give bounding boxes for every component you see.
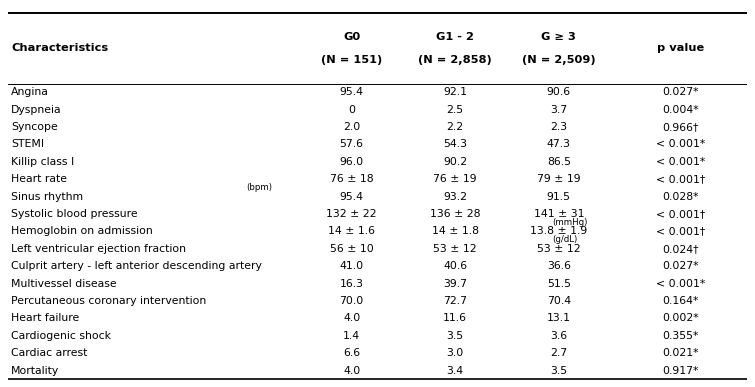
Text: 39.7: 39.7	[443, 279, 467, 289]
Text: G ≥ 3: G ≥ 3	[541, 32, 576, 42]
Text: 76 ± 19: 76 ± 19	[433, 174, 477, 184]
Text: 86.5: 86.5	[547, 157, 571, 167]
Text: 2.7: 2.7	[550, 348, 567, 358]
Text: 92.1: 92.1	[443, 87, 467, 97]
Text: Killip class I: Killip class I	[11, 157, 75, 167]
Text: 4.0: 4.0	[343, 313, 360, 324]
Text: 4.0: 4.0	[343, 366, 360, 376]
Text: < 0.001†: < 0.001†	[656, 226, 705, 236]
Text: Culprit artery - left anterior descending artery: Culprit artery - left anterior descendin…	[11, 261, 262, 271]
Text: 41.0: 41.0	[340, 261, 364, 271]
Text: 132 ± 22: 132 ± 22	[326, 209, 377, 219]
Text: < 0.001*: < 0.001*	[656, 139, 705, 149]
Text: (N = 2,858): (N = 2,858)	[418, 55, 492, 65]
Text: 96.0: 96.0	[340, 157, 364, 167]
Text: 13.8 ± 1.9: 13.8 ± 1.9	[530, 226, 587, 236]
Text: 3.4: 3.4	[447, 366, 464, 376]
Text: 36.6: 36.6	[547, 261, 571, 271]
Text: 51.5: 51.5	[547, 279, 571, 289]
Text: 57.6: 57.6	[340, 139, 364, 149]
Text: 1.4: 1.4	[343, 331, 360, 341]
Text: 79 ± 19: 79 ± 19	[537, 174, 581, 184]
Text: Hemoglobin on admission: Hemoglobin on admission	[11, 226, 153, 236]
Text: (bpm): (bpm)	[246, 183, 273, 192]
Text: 2.0: 2.0	[343, 122, 360, 132]
Text: 0.028*: 0.028*	[663, 192, 699, 202]
Text: 53 ± 12: 53 ± 12	[433, 244, 477, 254]
Text: Heart failure: Heart failure	[11, 313, 79, 324]
Text: Syncope: Syncope	[11, 122, 58, 132]
Text: Systolic blood pressure: Systolic blood pressure	[11, 209, 138, 219]
Text: 47.3: 47.3	[547, 139, 571, 149]
Text: 95.4: 95.4	[340, 87, 364, 97]
Text: 3.7: 3.7	[550, 104, 567, 115]
Text: Multivessel disease: Multivessel disease	[11, 279, 117, 289]
Text: 16.3: 16.3	[340, 279, 364, 289]
Text: Dyspneia: Dyspneia	[11, 104, 62, 115]
Text: 0.164*: 0.164*	[663, 296, 699, 306]
Text: 3.6: 3.6	[550, 331, 567, 341]
Text: 70.0: 70.0	[340, 296, 364, 306]
Text: Angina: Angina	[11, 87, 49, 97]
Text: 54.3: 54.3	[443, 139, 467, 149]
Text: 0: 0	[348, 104, 355, 115]
Text: (N = 2,509): (N = 2,509)	[522, 55, 596, 65]
Text: 56 ± 10: 56 ± 10	[330, 244, 374, 254]
Text: 72.7: 72.7	[443, 296, 467, 306]
Text: 90.6: 90.6	[547, 87, 571, 97]
Text: G1 - 2: G1 - 2	[436, 32, 474, 42]
Text: 76 ± 18: 76 ± 18	[330, 174, 374, 184]
Text: < 0.001*: < 0.001*	[656, 157, 705, 167]
Text: STEMI: STEMI	[11, 139, 45, 149]
Text: Cardiac arrest: Cardiac arrest	[11, 348, 88, 358]
Text: 0.004*: 0.004*	[663, 104, 699, 115]
Text: 141 ± 31: 141 ± 31	[534, 209, 584, 219]
Text: 0.027*: 0.027*	[663, 87, 699, 97]
Text: 0.024†: 0.024†	[663, 244, 699, 254]
Text: 136 ± 28: 136 ± 28	[430, 209, 480, 219]
Text: p value: p value	[658, 43, 704, 53]
Text: 13.1: 13.1	[547, 313, 571, 324]
Text: Mortality: Mortality	[11, 366, 60, 376]
Text: Heart rate: Heart rate	[11, 174, 67, 184]
Text: 70.4: 70.4	[547, 296, 571, 306]
Text: 3.0: 3.0	[446, 348, 464, 358]
Text: 91.5: 91.5	[547, 192, 571, 202]
Text: 11.6: 11.6	[443, 313, 467, 324]
Text: 0.021*: 0.021*	[663, 348, 699, 358]
Text: 3.5: 3.5	[550, 366, 567, 376]
Text: (mmHg): (mmHg)	[552, 218, 587, 227]
Text: 0.027*: 0.027*	[663, 261, 699, 271]
Text: 0.355*: 0.355*	[663, 331, 699, 341]
Text: < 0.001†: < 0.001†	[656, 174, 705, 184]
Text: (N = 151): (N = 151)	[321, 55, 382, 65]
Text: 2.2: 2.2	[447, 122, 464, 132]
Text: 2.5: 2.5	[447, 104, 464, 115]
Text: < 0.001*: < 0.001*	[656, 279, 705, 289]
Text: 53 ± 12: 53 ± 12	[537, 244, 581, 254]
Text: 3.5: 3.5	[447, 331, 464, 341]
Text: (g/dL): (g/dL)	[552, 235, 578, 244]
Text: Cardiogenic shock: Cardiogenic shock	[11, 331, 111, 341]
Text: Sinus rhythm: Sinus rhythm	[11, 192, 83, 202]
Text: < 0.001†: < 0.001†	[656, 209, 705, 219]
Text: Characteristics: Characteristics	[11, 43, 109, 53]
Text: 14 ± 1.8: 14 ± 1.8	[432, 226, 479, 236]
Text: Left ventricular ejection fraction: Left ventricular ejection fraction	[11, 244, 186, 254]
Text: 40.6: 40.6	[443, 261, 467, 271]
Text: 14 ± 1.6: 14 ± 1.6	[328, 226, 375, 236]
Text: 2.3: 2.3	[550, 122, 567, 132]
Text: 95.4: 95.4	[340, 192, 364, 202]
Text: 0.002*: 0.002*	[663, 313, 699, 324]
Text: 6.6: 6.6	[343, 348, 360, 358]
Text: G0: G0	[343, 32, 360, 42]
Text: 90.2: 90.2	[443, 157, 467, 167]
Text: Percutaneous coronary intervention: Percutaneous coronary intervention	[11, 296, 207, 306]
Text: 0.917*: 0.917*	[663, 366, 699, 376]
Text: 93.2: 93.2	[443, 192, 467, 202]
Text: 0.966†: 0.966†	[663, 122, 699, 132]
